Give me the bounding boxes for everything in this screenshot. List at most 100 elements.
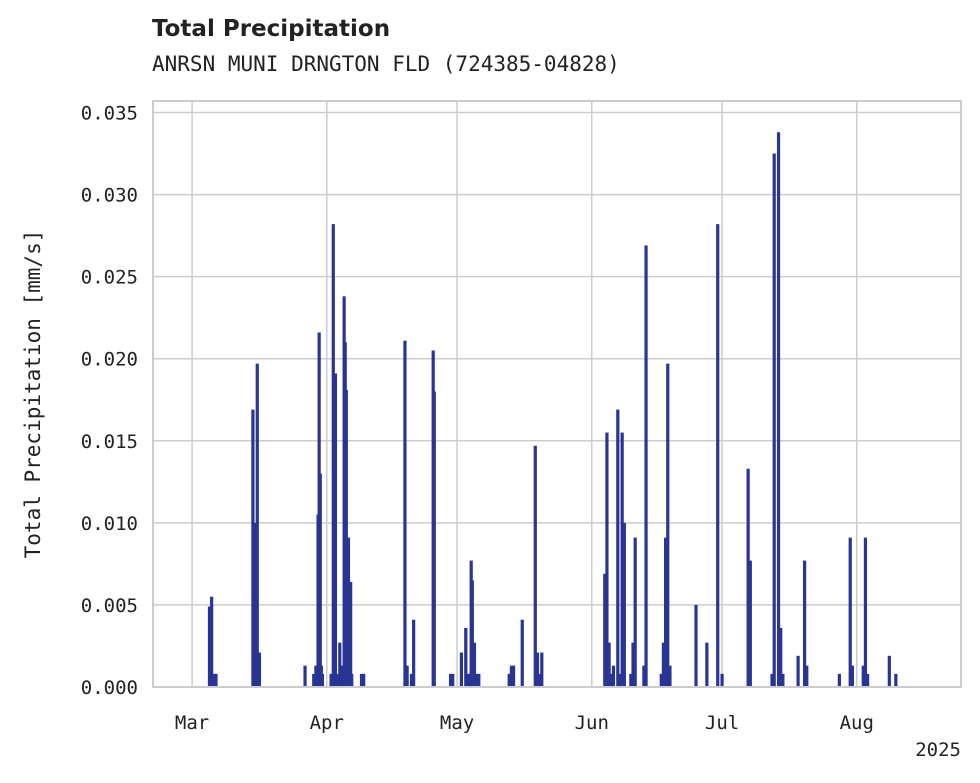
precipitation-bar [303, 665, 307, 687]
y-tick-label: 0.020 [81, 349, 138, 371]
x-tick-label: Jul [705, 712, 739, 734]
year-label: 2025 [915, 739, 961, 761]
precipitation-bar [538, 673, 542, 687]
precipitation-bar [633, 537, 637, 687]
precipitation-bar [605, 432, 609, 687]
precipitation-bar [861, 665, 865, 687]
precipitation-bar [540, 652, 544, 687]
precipitation-bar [210, 596, 214, 687]
precipitation-bar [340, 665, 344, 687]
x-tick-label: Apr [310, 712, 344, 734]
precipitation-bar [459, 652, 464, 687]
precipitation-bar [666, 363, 670, 687]
y-tick-label: 0.035 [81, 102, 138, 124]
precipitation-bar [661, 642, 666, 687]
y-tick-label: 0.015 [81, 431, 138, 453]
x-tick-label: Jun [575, 712, 609, 734]
precipitation-bar [466, 673, 470, 687]
x-tick-label: Mar [175, 712, 209, 734]
precipitation-bar [409, 673, 414, 687]
precipitation-bar [346, 537, 351, 687]
precipitation-bar [618, 673, 622, 687]
precipitation-bar [772, 153, 776, 687]
precipitation-bar [805, 665, 809, 687]
y-tick-label: 0.025 [81, 267, 138, 289]
precipitation-bar [314, 665, 318, 687]
precipitation-bar [533, 445, 537, 687]
precipitation-bar [803, 560, 807, 687]
precipitation-bar [405, 665, 409, 687]
precipitation-bar [359, 673, 364, 687]
y-axis-label: Total Precipitation [mm/s] [21, 230, 45, 559]
precipitation-bar [472, 642, 477, 687]
precipitation-bar [509, 665, 513, 687]
precipitation-bar [629, 673, 633, 687]
precipitation-bar [212, 673, 216, 687]
precipitation-bar [507, 673, 511, 687]
precipitation-bar [644, 245, 648, 687]
precipitation-bar [312, 673, 316, 687]
precipitation-bar [336, 673, 340, 687]
precipitation-bar [520, 619, 524, 687]
precipitation-bar [338, 642, 342, 687]
precipitation-bar [887, 655, 891, 687]
x-tick-labels: Mar Apr May Jun Jul Aug [175, 712, 874, 734]
precipitation-bar [603, 573, 607, 687]
y-tick-label: 0.010 [81, 513, 138, 535]
precipitation-bar [403, 340, 407, 687]
precipitation-bar [796, 655, 800, 687]
precipitation-bar [620, 432, 624, 687]
chart-title: Total Precipitation [152, 16, 391, 42]
precipitation-bar [320, 673, 325, 687]
precipitation-bar [611, 665, 616, 687]
precipitation-bar [475, 673, 479, 687]
precipitation-bar [781, 673, 785, 687]
precipitation-bar [776, 132, 781, 687]
precipitation-bar [659, 673, 663, 687]
precipitation-bar [333, 373, 338, 687]
precipitation-bar [350, 673, 354, 687]
precipitation-bar [720, 673, 724, 687]
y-tick-labels: 0.000 0.005 0.010 0.015 0.020 0.025 0.030 0.035 [81, 102, 138, 699]
precipitation-bar [622, 522, 626, 687]
precipitation-bar [642, 665, 646, 687]
precipitation-bar [705, 642, 709, 687]
precipitation-bar [866, 673, 870, 687]
precipitation-bar [448, 673, 453, 687]
precipitation-bar [470, 580, 474, 687]
precipitation-bar [535, 652, 540, 687]
grid-lines [153, 101, 961, 688]
precipitation-bar [770, 673, 774, 687]
y-tick-label: 0.030 [81, 185, 138, 207]
precipitation-bar [329, 673, 333, 687]
precipitation-bar [894, 673, 898, 687]
precipitation-bar [848, 537, 852, 687]
precipitation-bar [255, 363, 259, 687]
precipitation-bar [349, 581, 353, 687]
precipitation-bar [318, 473, 322, 687]
y-tick-label: 0.005 [81, 595, 138, 617]
bar-series [207, 132, 898, 687]
precipitation-bar [362, 673, 366, 687]
precipitation-bar [432, 391, 436, 687]
precipitation-bar [609, 673, 613, 687]
chart-subtitle: ANRSN MUNI DRNGTON FLD (724385-04828) [152, 52, 620, 76]
precipitation-bar [668, 665, 672, 687]
precipitation-bar [451, 673, 455, 687]
precipitation-bar [616, 409, 620, 687]
precipitation-bar [214, 673, 218, 687]
precipitation-bar [863, 537, 868, 687]
precipitation-bar [477, 673, 481, 687]
precipitation-bar [251, 409, 255, 687]
plot-frame [152, 100, 962, 688]
precipitation-bar [664, 537, 668, 687]
precipitation-bar [748, 560, 752, 687]
precipitation-bar [779, 627, 783, 687]
precipitation-bar [716, 224, 720, 687]
precipitation-bar [412, 619, 416, 687]
x-tick-label: May [440, 712, 474, 734]
x-tick-label: Aug [840, 712, 874, 734]
precipitation-bar [257, 652, 262, 687]
precipitation-bar [631, 642, 635, 687]
